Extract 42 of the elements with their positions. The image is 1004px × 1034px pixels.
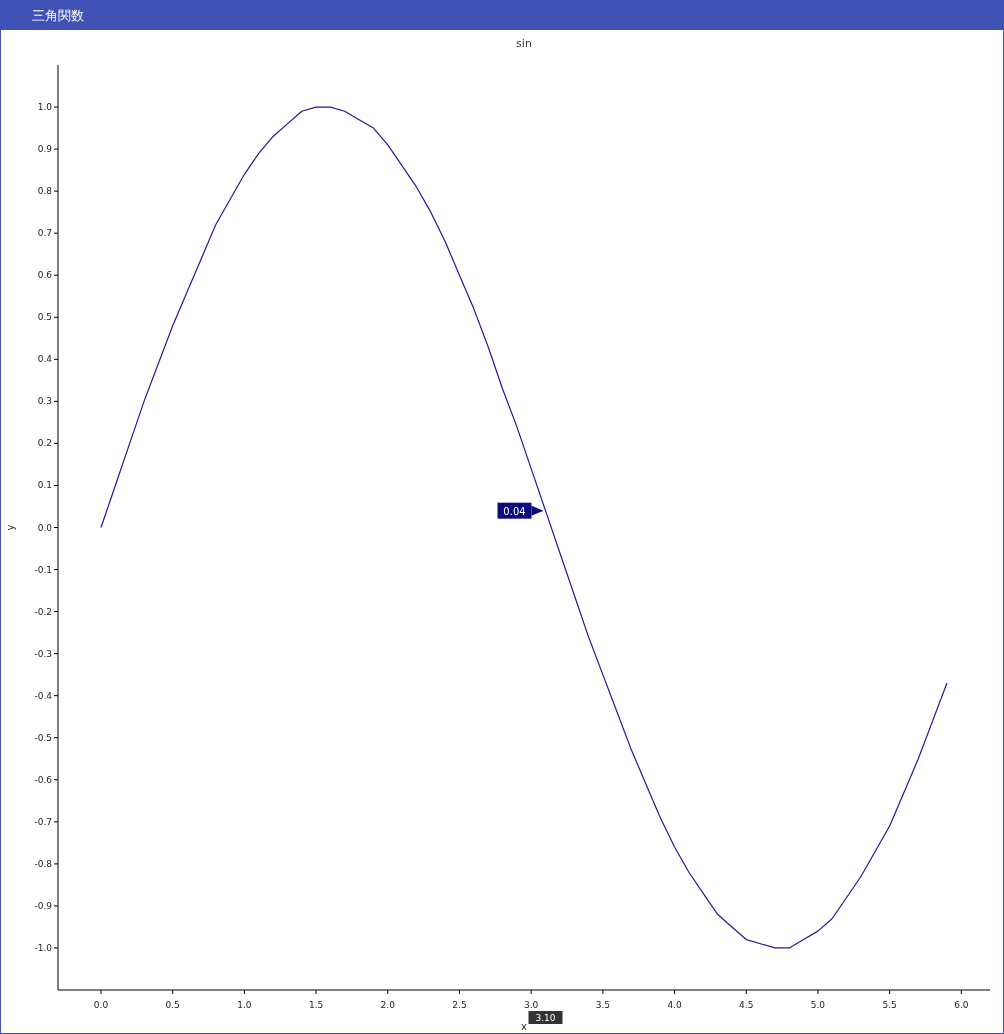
y-tick-label: 0.9 [37, 144, 53, 155]
y-axis-title: y [5, 524, 16, 531]
y-tick-label: 0.1 [37, 480, 52, 491]
x-tick-label: 6.0 [954, 1000, 969, 1010]
x-tick-label: 4.0 [667, 1000, 682, 1010]
y-tick-label: 0.8 [37, 186, 53, 197]
y-tick-label: -0.9 [34, 900, 53, 911]
x-tick-label: 1.0 [237, 1000, 252, 1010]
x-tick-label: 3.0 [524, 1000, 539, 1010]
x-tick-label: 5.5 [882, 1000, 897, 1010]
x-tick-label: 0.5 [165, 1000, 180, 1010]
y-tick-label: -0.3 [34, 648, 52, 659]
x-tick-label: 2.0 [380, 1000, 396, 1010]
y-tick-label: 0.7 [37, 228, 52, 239]
y-tick-label: 0.2 [37, 438, 52, 449]
x-tick-label: 0.0 [93, 1000, 109, 1010]
x-axis-title: x [521, 1021, 528, 1032]
y-tick-label: 1.0 [37, 102, 53, 113]
chart-subtitle: sin [516, 37, 532, 50]
x-tick-label: 4.5 [739, 1000, 754, 1010]
y-tick-label: 0.3 [37, 396, 52, 407]
text: 3.10 [535, 1013, 556, 1023]
y-tick-label: 0.6 [37, 270, 53, 281]
y-tick-label: -0.6 [34, 774, 53, 785]
x-tick-label: 1.5 [308, 1000, 324, 1010]
x-tick-label: 3.5 [595, 1000, 611, 1010]
y-tick-label: -0.7 [34, 816, 52, 827]
y-tick-label: -1.0 [34, 942, 53, 953]
x-tick-label: 5.0 [810, 1000, 826, 1010]
y-tick-label: 0.0 [37, 522, 53, 533]
x-tick-label: 2.5 [452, 1000, 467, 1010]
annotation-flag: 0.04 [497, 502, 544, 519]
y-tick-label: 0.4 [37, 354, 53, 365]
title: 三角関数 [32, 8, 84, 23]
y-tick-label: -0.1 [34, 564, 52, 575]
y-tick-label: -0.2 [34, 606, 52, 617]
y-tick-label: 0.5 [37, 312, 52, 323]
y-tick-label: -0.5 [34, 732, 52, 743]
y-tick-label: -0.4 [34, 690, 53, 701]
y-tick-label: -0.8 [34, 858, 53, 869]
annotation: 0.04 [503, 505, 526, 517]
line-series [100, 106, 948, 949]
